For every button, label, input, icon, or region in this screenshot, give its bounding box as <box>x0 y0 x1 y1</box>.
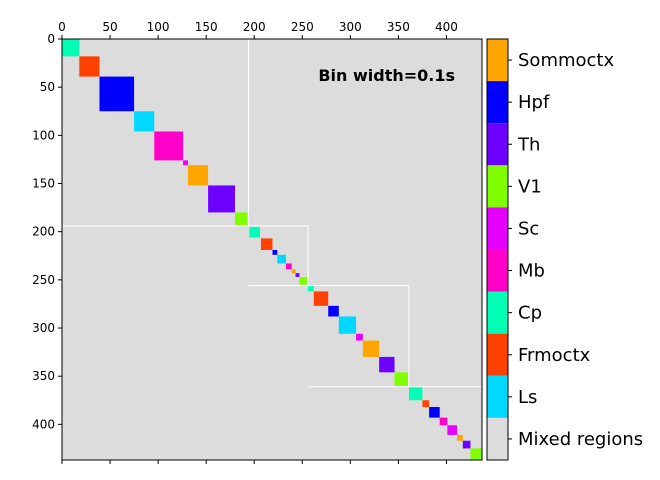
y-tick-label: 350 <box>32 369 55 383</box>
block-sommoctx-30 <box>457 434 463 441</box>
colorbar-swatch-v1 <box>487 165 508 208</box>
colorbar-swatch-th <box>487 123 508 166</box>
x-tick-label: 150 <box>195 20 218 34</box>
x-tick-label: 300 <box>339 20 362 34</box>
group-outline-2 <box>308 285 410 388</box>
block-mb-4 <box>154 131 184 161</box>
x-tick-label: 100 <box>147 20 170 34</box>
x-axis: 0 50 100 150 200 250 300 350 400 <box>58 20 458 464</box>
block-sommoctx-6 <box>187 165 209 186</box>
y-tick-label: 400 <box>32 417 55 431</box>
x-tick-label: 400 <box>435 20 458 34</box>
plot-frame <box>61 38 483 461</box>
block-cp-0 <box>62 39 80 57</box>
colorbar-label: Hpf <box>518 92 550 113</box>
group-outline-1 <box>248 225 309 287</box>
block-cp-25 <box>408 386 423 401</box>
colorbar-swatch-ls <box>487 375 508 418</box>
block-sc-5 <box>183 160 188 166</box>
y-axis: 0 50 100 150 200 250 300 350 400 <box>32 32 62 431</box>
block-cp-17 <box>308 285 314 292</box>
colorbar-swatch-hpf <box>487 81 508 124</box>
block-cp-9 <box>249 226 260 238</box>
block-hpf-19 <box>328 305 339 317</box>
colorbar-label: Frmoctx <box>518 345 591 366</box>
block-hpf-11 <box>272 249 278 255</box>
colorbar-label: Th <box>517 134 540 155</box>
colorbar-label: V1 <box>518 176 542 197</box>
colorbar-label: Ls <box>518 387 537 408</box>
y-tick-label: 100 <box>32 128 55 142</box>
y-tick-label: 250 <box>32 273 55 287</box>
block-v1-24 <box>394 372 408 386</box>
colorbar: Sommoctx Hpf Th V1 Sc Mb Cp Frmoctx Ls Mixed regi… <box>486 38 643 461</box>
block-v1-16 <box>299 276 308 285</box>
block-ls-20 <box>338 316 357 334</box>
block-sc-29 <box>447 425 458 435</box>
x-tick-label: 200 <box>243 20 266 34</box>
block-frmoctx-18 <box>313 291 329 306</box>
block-ls-3 <box>134 111 155 132</box>
x-tick-label: 250 <box>291 20 314 34</box>
block-th-15 <box>295 273 300 277</box>
block-mb-13 <box>285 263 292 270</box>
colorbar-swatch-frmoctx <box>487 333 508 376</box>
colorbar-frame <box>486 38 509 461</box>
y-tick-label: 150 <box>32 177 55 191</box>
x-tick-label: 0 <box>58 20 66 34</box>
y-tick-label: 300 <box>32 321 55 335</box>
colorbar-label: Sommoctx <box>518 50 614 71</box>
colorbar-label: Mb <box>518 261 545 282</box>
colorbar-label: Cp <box>518 303 542 324</box>
colorbar-swatch-sc <box>487 207 508 250</box>
block-frmoctx-26 <box>422 400 430 408</box>
block-sommoctx-22 <box>362 340 380 357</box>
heatmap-blocks <box>62 39 482 460</box>
y-tick-label: 50 <box>40 80 55 94</box>
bin-width-annotation: Bin width=0.1s <box>318 66 455 85</box>
colorbar-label: Sc <box>518 218 539 239</box>
block-frmoctx-10 <box>260 238 273 250</box>
block-sommoctx-14 <box>291 269 296 274</box>
y-tick-label: 200 <box>32 225 55 239</box>
block-v1-32 <box>470 448 482 460</box>
block-th-31 <box>462 440 471 449</box>
block-hpf-27 <box>429 407 440 418</box>
block-mb-28 <box>439 417 448 426</box>
colorbar-swatch-cp <box>487 291 508 334</box>
block-v1-8 <box>234 212 248 225</box>
block-hpf-2 <box>99 76 135 112</box>
colorbar-label: Mixed regions <box>518 429 643 450</box>
block-ls-12 <box>277 254 286 264</box>
colorbar-swatch-mixed-regions <box>487 417 508 460</box>
y-tick-label: 0 <box>47 32 55 46</box>
x-tick-label: 50 <box>102 20 117 34</box>
block-th-7 <box>208 185 235 213</box>
colorbar-swatch-mb <box>487 249 508 292</box>
block-sc-21 <box>356 333 363 341</box>
block-th-23 <box>379 356 395 373</box>
colorbar-swatch-sommoctx <box>487 39 508 82</box>
block-frmoctx-1 <box>79 56 100 77</box>
x-tick-label: 350 <box>387 20 410 34</box>
